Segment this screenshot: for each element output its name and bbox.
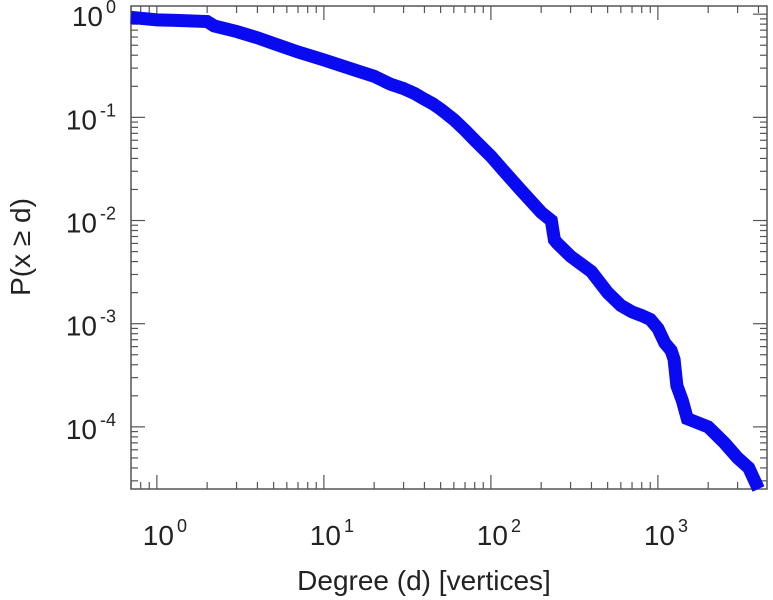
y-tick-label: 10 0 (72, 0, 116, 32)
y-axis-label: P(x ≥ d) (5, 198, 36, 296)
series-line (130, 10, 765, 492)
y-tick-label: 10 -3 (66, 307, 116, 342)
tick-labels: 10 0 10 1 10 2 10 3 10 0 10 -1 10 -2 10 -3 10 -4 (66, 0, 688, 551)
x-tick-label: 10 0 (143, 516, 187, 551)
x-axis-label: Degree (d) [vertices] (297, 565, 551, 596)
axis-ticks (130, 6, 767, 489)
y-tick-label: 10 -2 (66, 204, 116, 239)
x-tick-label: 10 1 (310, 516, 354, 551)
x-tick-label: 10 2 (477, 516, 521, 551)
x-tick-label: 10 3 (644, 516, 688, 551)
y-tick-label: 10 -4 (66, 410, 116, 445)
y-tick-label: 10 -1 (66, 100, 116, 135)
series-group (130, 10, 765, 492)
plot-frame (130, 5, 768, 490)
